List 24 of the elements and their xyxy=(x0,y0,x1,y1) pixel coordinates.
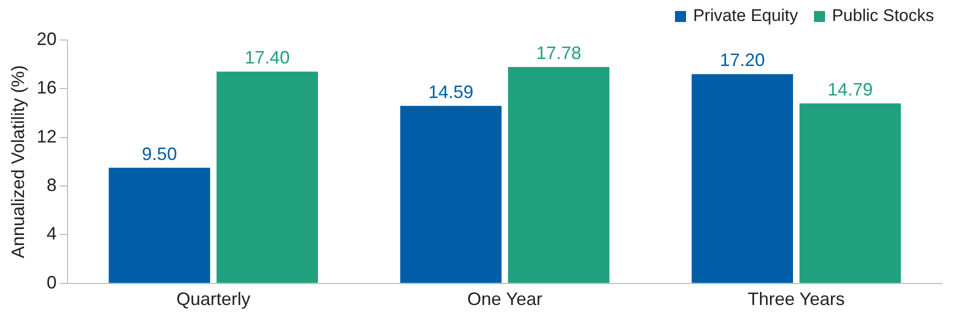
legend-label: Public Stocks xyxy=(832,6,934,26)
y-tick-label: 20 xyxy=(36,28,57,49)
bar xyxy=(508,67,610,283)
y-axis-title: Annualized Volatility (%) xyxy=(8,65,28,258)
y-tick-label: 4 xyxy=(46,224,57,244)
bar xyxy=(800,103,901,283)
x-tick-label: Quarterly xyxy=(176,289,250,310)
data-label: 17.78 xyxy=(536,42,582,63)
legend-label: Private Equity xyxy=(693,6,798,26)
bar xyxy=(108,168,210,283)
data-label: 17.40 xyxy=(244,48,290,68)
x-tick-label: One Year xyxy=(467,289,542,310)
y-tick-label: 8 xyxy=(46,175,57,196)
y-tick-label: 12 xyxy=(36,126,57,146)
bar xyxy=(216,72,318,283)
y-tick-label: 0 xyxy=(46,272,57,292)
y-tick-label: 16 xyxy=(36,78,57,98)
bar xyxy=(692,74,794,283)
data-label: 14.79 xyxy=(828,79,873,100)
bar xyxy=(400,106,502,283)
data-label: 9.50 xyxy=(142,144,177,164)
data-label: 14.59 xyxy=(428,82,474,102)
x-tick-label: Three Years xyxy=(748,289,845,310)
data-label: 17.20 xyxy=(720,50,765,70)
